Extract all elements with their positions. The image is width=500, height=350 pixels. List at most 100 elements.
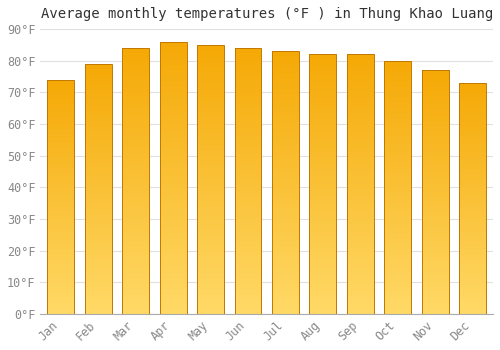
Bar: [347, 263, 374, 265]
Bar: [384, 275, 411, 276]
Bar: [310, 126, 336, 127]
Bar: [234, 213, 262, 214]
Bar: [310, 289, 336, 290]
Bar: [347, 227, 374, 228]
Bar: [197, 131, 224, 132]
Bar: [85, 239, 112, 240]
Bar: [384, 138, 411, 139]
Bar: [122, 93, 149, 95]
Bar: [272, 197, 299, 198]
Bar: [347, 196, 374, 197]
Bar: [384, 62, 411, 63]
Bar: [422, 176, 448, 177]
Bar: [160, 209, 186, 210]
Bar: [384, 182, 411, 183]
Bar: [272, 251, 299, 252]
Bar: [234, 170, 262, 172]
Bar: [234, 264, 262, 265]
Bar: [234, 262, 262, 264]
Bar: [347, 292, 374, 293]
Bar: [122, 262, 149, 264]
Bar: [234, 152, 262, 153]
Bar: [234, 141, 262, 142]
Bar: [234, 266, 262, 267]
Bar: [160, 44, 186, 46]
Bar: [234, 303, 262, 304]
Bar: [459, 150, 486, 151]
Bar: [459, 142, 486, 143]
Bar: [347, 218, 374, 219]
Bar: [347, 206, 374, 208]
Bar: [422, 298, 448, 299]
Bar: [347, 266, 374, 267]
Bar: [347, 104, 374, 105]
Bar: [160, 179, 186, 181]
Bar: [347, 120, 374, 122]
Bar: [310, 97, 336, 98]
Bar: [197, 299, 224, 300]
Bar: [422, 251, 448, 252]
Bar: [85, 98, 112, 99]
Bar: [122, 182, 149, 184]
Bar: [347, 248, 374, 249]
Bar: [197, 226, 224, 228]
Bar: [48, 148, 74, 149]
Bar: [422, 289, 448, 291]
Bar: [122, 133, 149, 134]
Bar: [272, 110, 299, 112]
Bar: [48, 240, 74, 241]
Bar: [197, 96, 224, 97]
Bar: [85, 103, 112, 104]
Bar: [48, 217, 74, 218]
Bar: [272, 147, 299, 148]
Bar: [122, 121, 149, 122]
Bar: [122, 250, 149, 251]
Bar: [347, 250, 374, 252]
Bar: [384, 148, 411, 149]
Bar: [85, 225, 112, 226]
Bar: [234, 137, 262, 139]
Bar: [272, 105, 299, 106]
Bar: [310, 78, 336, 79]
Bar: [310, 163, 336, 164]
Bar: [384, 287, 411, 288]
Bar: [459, 172, 486, 173]
Bar: [234, 251, 262, 253]
Bar: [48, 111, 74, 112]
Bar: [122, 303, 149, 304]
Bar: [272, 257, 299, 259]
Bar: [272, 142, 299, 143]
Bar: [272, 181, 299, 183]
Bar: [160, 49, 186, 50]
Bar: [122, 201, 149, 202]
Bar: [234, 193, 262, 194]
Bar: [122, 59, 149, 60]
Bar: [160, 227, 186, 228]
Bar: [422, 248, 448, 249]
Bar: [384, 254, 411, 256]
Bar: [459, 308, 486, 309]
Bar: [197, 120, 224, 121]
Bar: [272, 267, 299, 268]
Bar: [310, 100, 336, 101]
Bar: [234, 161, 262, 162]
Bar: [85, 189, 112, 190]
Bar: [459, 231, 486, 232]
Bar: [272, 68, 299, 70]
Bar: [384, 80, 411, 81]
Bar: [347, 252, 374, 253]
Bar: [384, 90, 411, 91]
Bar: [310, 63, 336, 65]
Bar: [422, 218, 448, 219]
Bar: [459, 112, 486, 113]
Bar: [48, 225, 74, 226]
Bar: [459, 191, 486, 193]
Bar: [347, 188, 374, 189]
Bar: [459, 143, 486, 144]
Bar: [197, 288, 224, 290]
Bar: [85, 301, 112, 303]
Bar: [197, 310, 224, 311]
Bar: [459, 309, 486, 310]
Bar: [384, 305, 411, 306]
Bar: [347, 192, 374, 193]
